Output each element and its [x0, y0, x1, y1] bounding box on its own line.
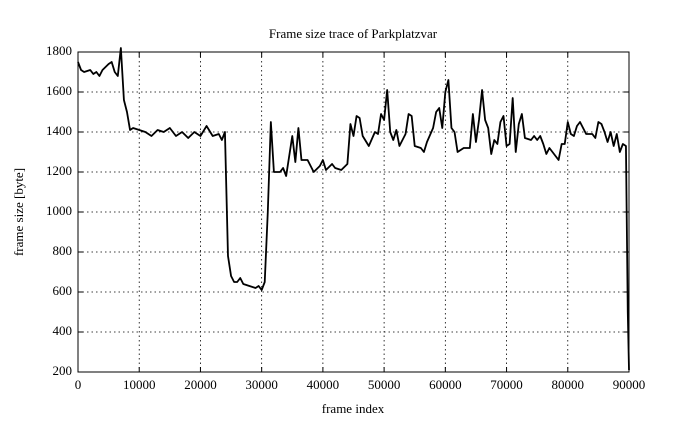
y-axis-label: frame size [byte] [11, 168, 26, 256]
plot-frame [77, 51, 630, 373]
y-tick-label: 600 [53, 283, 73, 298]
x-axis-label: frame index [322, 401, 385, 416]
data-line [77, 47, 630, 371]
x-tick-label: 50000 [368, 377, 401, 392]
y-tick-label: 1200 [46, 163, 72, 178]
chart-title: Frame size trace of Parkplatzvar [269, 26, 438, 41]
y-tick-label: 400 [53, 323, 73, 338]
y-tick-label: 1400 [46, 123, 72, 138]
y-tick-label: 1600 [46, 83, 72, 98]
x-tick-label: 10000 [123, 377, 156, 392]
x-tick-label: 60000 [429, 377, 462, 392]
x-tick-label: 40000 [307, 377, 340, 392]
x-tick-label: 0 [75, 377, 82, 392]
x-tick-label: 80000 [552, 377, 585, 392]
y-tick-label: 1800 [46, 43, 72, 58]
y-tick-label: 1000 [46, 203, 72, 218]
y-tick-label: 800 [53, 243, 73, 258]
x-tick-label: 20000 [184, 377, 217, 392]
x-tick-label: 90000 [613, 377, 646, 392]
x-tick-label: 70000 [490, 377, 523, 392]
y-tick-label: 200 [53, 363, 73, 378]
x-tick-label: 30000 [245, 377, 278, 392]
